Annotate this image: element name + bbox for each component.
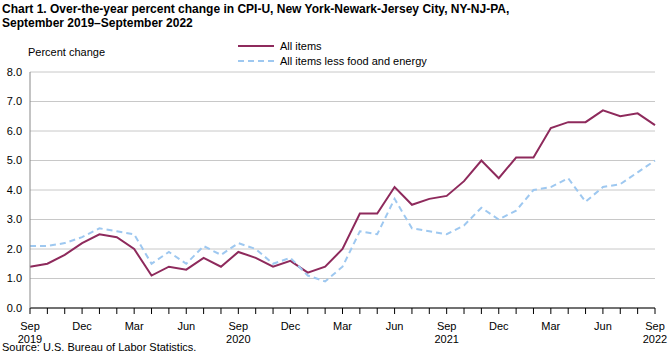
svg-text:4.0: 4.0 [8, 184, 22, 196]
html-text:September 2019–September 2022: September 2019–September 2022 [2, 16, 193, 30]
svg-text:1.0: 1.0 [8, 272, 22, 284]
svg-text:Dec: Dec [72, 320, 92, 332]
html-text:Percent change: Percent change [28, 46, 106, 58]
svg-text:Dec: Dec [281, 320, 301, 332]
svg-text:7.0: 7.0 [8, 95, 22, 107]
html-text:2019: 2019 [17, 333, 43, 345]
svg-text:Mar: Mar [333, 320, 352, 332]
svg-text:8.0: 8.0 [8, 66, 22, 78]
svg-text:Sep2022: Sep2022 [643, 320, 661, 345]
html-text:Sep: Sep [20, 320, 40, 332]
svg-text:2.0: 2.0 [8, 243, 22, 255]
svg-text:Jun: Jun [594, 320, 612, 332]
svg-text:Jun: Jun [177, 320, 195, 332]
html-text:Source: U.S. Bureau of Labor S: Source: U.S. Bureau of Labor Statistics. [2, 341, 197, 353]
svg-text:Sep2021: Sep2021 [434, 320, 458, 345]
svg-text:Mar: Mar [125, 320, 144, 332]
svg-text:Sep2020: Sep2020 [226, 320, 250, 345]
svg-text:Dec: Dec [489, 320, 509, 332]
html-text:All items: All items [280, 39, 322, 52]
svg-text:0.0: 0.0 [8, 302, 22, 314]
html-text:Chart 1. Over-the-year percent: Chart 1. Over-the-year percent change in… [2, 2, 510, 16]
svg-text:5.0: 5.0 [8, 154, 22, 166]
svg-text:3.0: 3.0 [8, 213, 22, 225]
svg-text:6.0: 6.0 [8, 125, 22, 137]
svg-text:Jun: Jun [386, 320, 404, 332]
html-text:All items less food and energy: All items less food and energy [280, 54, 427, 67]
svg-text:Mar: Mar [541, 320, 560, 332]
